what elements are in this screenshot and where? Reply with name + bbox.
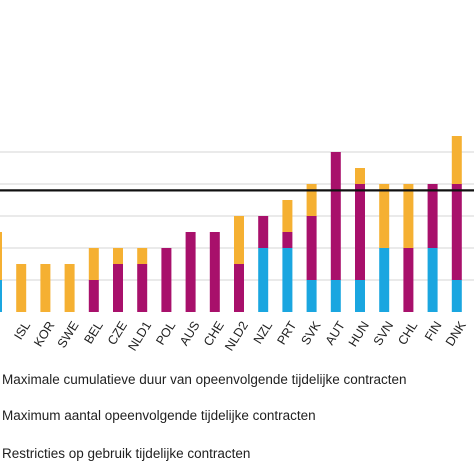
bar-segment-partial-s0 [0,280,2,312]
bar-segment-svk-s1 [306,216,317,280]
bar-segment-dnk-s1 [451,184,462,280]
bar-segment-prt-s0 [282,248,293,312]
bar-segment-svn-s0 [379,248,390,312]
x-tick-label: FIN [422,319,445,343]
bar-segment-chl-s2 [403,184,414,248]
bar-segment-svn-s2 [379,184,390,248]
bar-segment-pol-s1 [161,248,172,312]
bar-segment-nld2-s2 [234,216,244,264]
bar-segment-che-s1 [209,232,220,312]
x-tick-label: CHL [395,319,420,348]
bar-segment-aut-s0 [330,280,341,312]
x-tick-label: ISL [11,319,33,342]
x-tick-label: KOR [31,319,57,349]
bar-segment-svk-s0 [306,280,317,312]
bar-segment-nld1-s2 [137,248,148,264]
bar-segment-partial-s2 [0,232,2,280]
bar-segment-fin-s0 [427,248,438,312]
bar-segment-nld1-s1 [137,264,148,312]
x-tick-label: AUT [323,319,348,348]
x-tick-label: POL [153,319,178,348]
bar-segment-nzl-s0 [258,248,269,312]
bar-segment-nld2-s1 [234,264,244,312]
bar-segment-aus-s1 [185,232,196,312]
bar-segment-bel-s2 [88,248,99,280]
bar-segment-hun-s1 [355,184,365,280]
x-tick-label: PRT [274,319,299,348]
bar-segment-swe-s2 [64,264,75,312]
bar-segment-aut-s1 [330,152,341,280]
bar-segment-bel-s1 [88,280,99,312]
x-tick-label: HUN [346,319,372,349]
bar-segment-chl-s1 [403,248,414,312]
bar-segment-hun-s2 [355,168,365,184]
bar-segment-fin-s1 [427,184,438,248]
bar-segment-cze-s2 [113,248,123,264]
bar-segment-dnk-s2 [451,136,462,184]
bar-segment-hun-s0 [355,280,365,312]
bar-segment-prt-s2 [282,200,293,232]
legend-label-max-number: Maximum aantal opeenvolgende tijdelijke … [2,408,316,423]
bar-segment-nzl-s1 [258,216,269,248]
bar-segment-cze-s1 [113,264,123,312]
x-tick-label: SVK [298,318,323,347]
x-tick-label: SVN [371,319,396,348]
x-tick-label: SWE [55,319,82,351]
legend-label-restrictions: Restricties op gebruik tijdelijke contra… [2,446,251,461]
x-tick-label: AUS [177,319,202,348]
legend-label-cumulative-duration: Maximale cumulatieve duur van opeenvolge… [2,372,407,387]
bar-segment-prt-s1 [282,232,293,248]
x-tick-label: NZL [251,319,275,346]
x-tick-label: BEL [81,319,105,346]
bar-segment-svk-s2 [306,184,317,216]
x-tick-label: NLD1 [125,319,154,354]
bar-segment-isl-s2 [16,264,27,312]
x-tick-label: NLD2 [222,319,251,354]
x-tick-label: DNK [443,318,469,348]
bar-segment-dnk-s0 [451,280,462,312]
bar-segment-kor-s2 [40,264,51,312]
